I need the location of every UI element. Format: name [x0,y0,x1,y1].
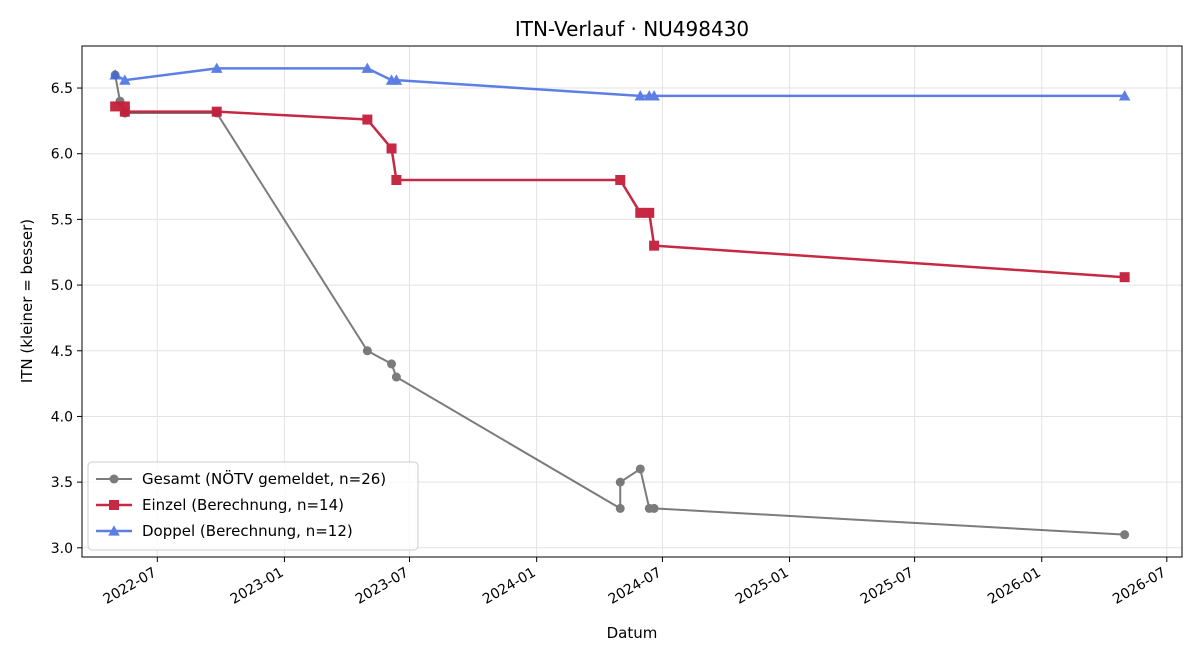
data-point [648,90,660,101]
y-tick-label: 4.5 [51,344,73,360]
data-point [634,90,647,101]
data-point [1120,530,1130,540]
legend-marker [109,474,119,484]
data-point [391,372,401,382]
series-layer [109,62,1131,540]
y-tick-label: 5.0 [51,278,73,294]
data-point [635,464,645,474]
legend-marker [109,500,119,510]
data-point [1118,90,1131,101]
legend-swatch [96,525,132,536]
data-point [615,477,625,487]
data-point [615,503,625,513]
data-point [110,101,121,112]
legend-box [87,461,419,551]
legend-label: Doppel (Berechnung, n=12) [142,522,353,540]
y-tick-label: 6.5 [51,81,73,97]
data-point [211,106,222,117]
x-axis-title: Datum [607,624,658,642]
data-point [362,346,372,356]
data-point [649,240,660,251]
data-point [644,207,655,218]
data-point [387,359,397,369]
y-axis-title: ITN (kleiner = besser) [18,219,36,383]
data-point [390,74,403,85]
data-point [649,503,659,513]
data-point [361,62,374,73]
data-point [362,114,373,125]
y-tick-label: 5.5 [51,212,73,228]
data-point [615,174,626,185]
data-point [391,174,402,185]
data-point [386,143,397,154]
chart-title: ITN-Verlauf · NU498430 [515,17,749,41]
legend-label: Gesamt (NÖTV gemeldet, n=26) [142,469,386,488]
data-point [109,69,121,80]
y-tick-label: 4.0 [51,409,73,425]
data-point [210,62,223,73]
y-axis: 3.0 3.5 4.0 4.5 5.0 5.5 6.0 6.5 [51,81,82,557]
series-square [110,101,1130,283]
legend-marker [108,525,120,536]
legend-swatch [96,474,132,484]
y-tick-label: 3.5 [51,475,73,491]
legend-label: Einzel (Berechnung, n=14) [142,496,344,514]
legend-swatch [96,500,132,510]
data-point [119,74,131,85]
data-point [635,207,646,218]
series-triangle [109,62,1131,101]
plot-frame [81,45,1183,558]
data-point [119,106,130,117]
y-tick-label: 3.0 [51,541,73,557]
data-point [119,101,130,112]
legend: Gesamt (NÖTV gemeldet, n=26) Einzel (Bere… [87,461,419,551]
y-tick-label: 6.0 [51,147,73,163]
data-point [1119,272,1130,283]
